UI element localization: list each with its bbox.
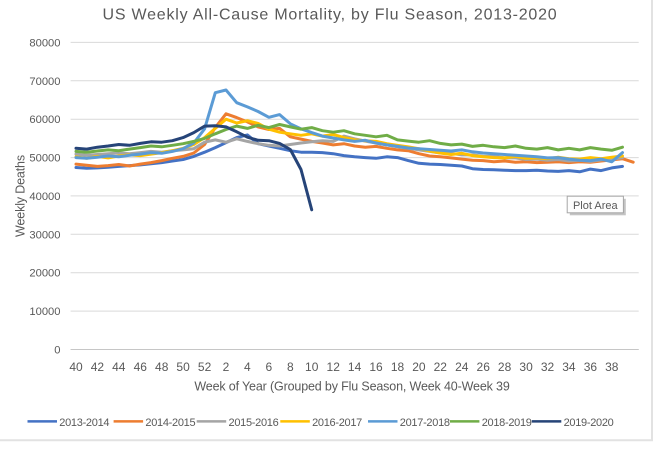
svg-text:40: 40: [69, 360, 83, 374]
svg-text:0: 0: [54, 345, 60, 357]
svg-text:70000: 70000: [29, 76, 60, 88]
svg-text:US Weekly All-Cause Mortality,: US Weekly All-Cause Mortality, by Flu Se…: [103, 7, 558, 24]
svg-text:4: 4: [244, 360, 251, 374]
svg-text:30: 30: [519, 360, 533, 374]
svg-text:2018-2019: 2018-2019: [482, 417, 532, 429]
svg-text:10: 10: [305, 360, 319, 374]
svg-text:48: 48: [155, 360, 169, 374]
svg-text:10000: 10000: [29, 306, 60, 318]
svg-text:34: 34: [562, 360, 576, 374]
svg-text:16: 16: [369, 360, 383, 374]
svg-text:2015-2016: 2015-2016: [229, 417, 279, 429]
svg-text:50000: 50000: [29, 153, 60, 165]
svg-text:38: 38: [605, 360, 619, 374]
svg-text:2014-2015: 2014-2015: [145, 417, 195, 429]
svg-text:60000: 60000: [29, 114, 60, 126]
svg-text:22: 22: [434, 360, 448, 374]
svg-text:20: 20: [412, 360, 426, 374]
svg-text:46: 46: [134, 360, 148, 374]
svg-text:42: 42: [91, 360, 105, 374]
svg-text:30000: 30000: [29, 229, 60, 241]
svg-text:Weekly Deaths: Weekly Deaths: [14, 155, 28, 237]
svg-text:40000: 40000: [29, 191, 60, 203]
svg-text:20000: 20000: [29, 268, 60, 280]
svg-text:12: 12: [327, 360, 341, 374]
svg-text:2019-2020: 2019-2020: [564, 417, 614, 429]
svg-text:18: 18: [391, 360, 405, 374]
svg-text:Week of Year (Grouped by Flu S: Week of Year (Grouped by Flu Season, Wee…: [194, 380, 510, 394]
svg-text:50: 50: [176, 360, 190, 374]
svg-text:2016-2017: 2016-2017: [312, 417, 362, 429]
svg-text:14: 14: [348, 360, 362, 374]
svg-text:8: 8: [287, 360, 294, 374]
svg-text:80000: 80000: [29, 37, 60, 49]
svg-text:28: 28: [498, 360, 512, 374]
svg-text:44: 44: [112, 360, 126, 374]
svg-text:52: 52: [198, 360, 212, 374]
svg-text:2: 2: [223, 360, 230, 374]
svg-text:6: 6: [266, 360, 273, 374]
svg-text:26: 26: [477, 360, 491, 374]
svg-text:32: 32: [541, 360, 555, 374]
svg-text:24: 24: [455, 360, 469, 374]
svg-text:2013-2014: 2013-2014: [59, 417, 109, 429]
svg-text:Plot Area: Plot Area: [573, 200, 619, 212]
svg-text:36: 36: [584, 360, 598, 374]
svg-text:2017-2018: 2017-2018: [400, 417, 450, 429]
